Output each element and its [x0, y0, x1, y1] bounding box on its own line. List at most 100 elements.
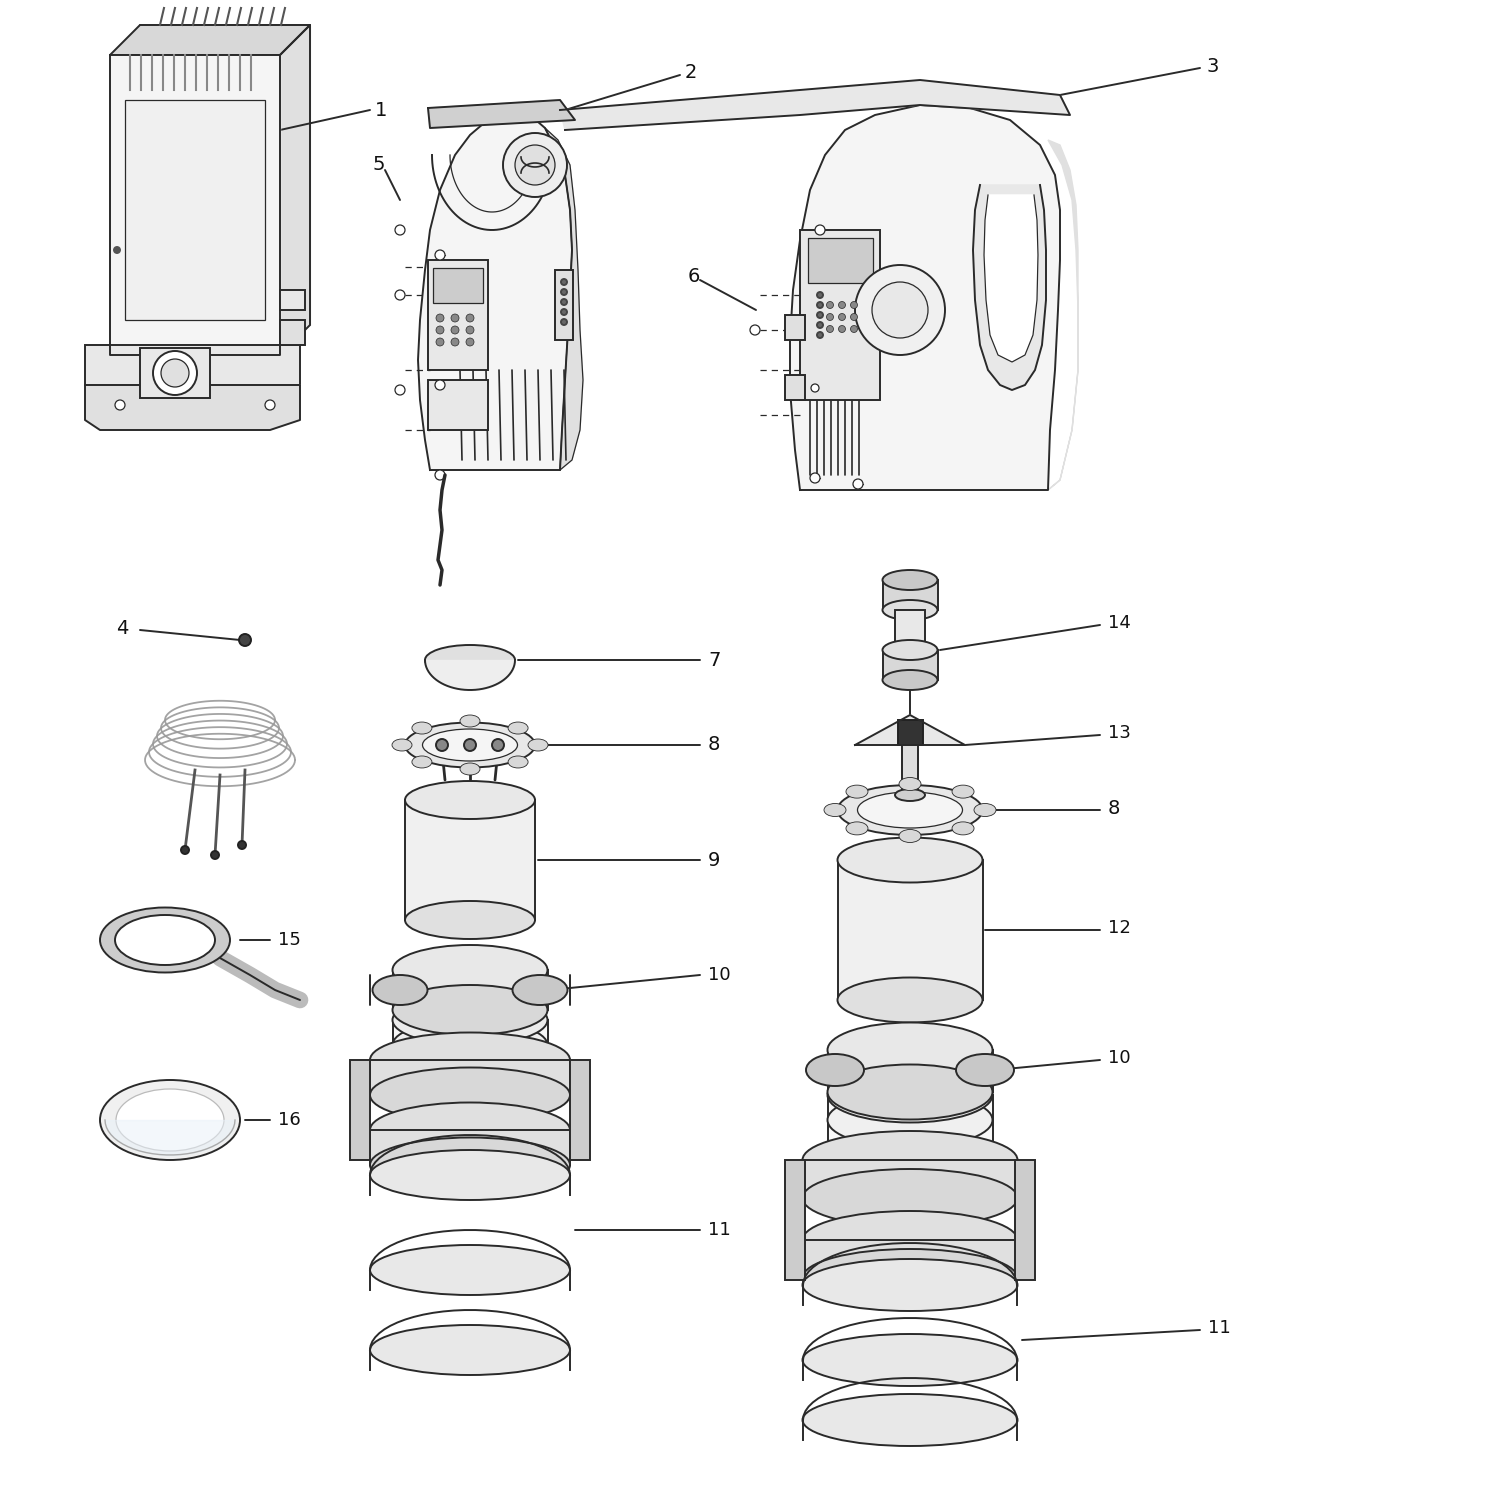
Bar — [784, 375, 806, 400]
Bar — [784, 1160, 806, 1280]
Circle shape — [238, 634, 250, 646]
Circle shape — [182, 846, 189, 853]
Ellipse shape — [952, 784, 974, 798]
Ellipse shape — [116, 915, 214, 964]
Ellipse shape — [858, 792, 963, 828]
Ellipse shape — [405, 782, 536, 819]
Bar — [1016, 1160, 1035, 1280]
Polygon shape — [855, 716, 964, 746]
Text: 11: 11 — [708, 1221, 730, 1239]
Text: 3: 3 — [1208, 57, 1219, 75]
Circle shape — [464, 740, 476, 752]
Circle shape — [514, 146, 555, 184]
Polygon shape — [427, 100, 574, 128]
Ellipse shape — [370, 1102, 570, 1158]
Circle shape — [435, 380, 445, 390]
Ellipse shape — [898, 777, 921, 790]
Bar — [427, 380, 488, 430]
Circle shape — [839, 326, 846, 333]
Circle shape — [492, 740, 504, 752]
Text: 5: 5 — [374, 156, 386, 174]
Polygon shape — [544, 128, 584, 469]
Ellipse shape — [116, 1089, 224, 1150]
Bar — [140, 348, 210, 398]
Ellipse shape — [974, 804, 996, 816]
Bar — [427, 260, 488, 370]
Ellipse shape — [509, 756, 528, 768]
Bar — [350, 1060, 370, 1160]
Circle shape — [827, 326, 834, 333]
Ellipse shape — [952, 822, 974, 836]
Circle shape — [855, 266, 945, 356]
Circle shape — [561, 320, 567, 326]
Text: 8: 8 — [708, 735, 720, 754]
Bar — [555, 270, 573, 340]
Ellipse shape — [393, 986, 548, 1035]
Ellipse shape — [882, 670, 938, 690]
Circle shape — [114, 248, 120, 254]
Bar — [784, 315, 806, 340]
Bar — [902, 746, 918, 795]
Ellipse shape — [828, 1068, 993, 1122]
Circle shape — [850, 302, 858, 309]
Text: 8: 8 — [1108, 798, 1120, 818]
Ellipse shape — [509, 722, 528, 734]
Ellipse shape — [100, 908, 230, 972]
Circle shape — [436, 326, 444, 334]
Polygon shape — [974, 184, 1046, 390]
Bar — [828, 1095, 993, 1150]
Ellipse shape — [882, 600, 938, 619]
Ellipse shape — [413, 722, 432, 734]
Circle shape — [435, 470, 445, 480]
Text: 12: 12 — [1108, 920, 1131, 938]
Circle shape — [850, 314, 858, 321]
Circle shape — [466, 314, 474, 322]
Bar — [124, 100, 266, 320]
Circle shape — [818, 302, 824, 307]
Bar — [86, 345, 300, 386]
Circle shape — [153, 351, 197, 394]
Bar — [393, 1020, 548, 1070]
Ellipse shape — [898, 830, 921, 843]
Ellipse shape — [846, 822, 868, 836]
Circle shape — [850, 326, 858, 333]
Bar — [802, 1240, 1018, 1278]
Circle shape — [394, 386, 405, 394]
Ellipse shape — [100, 1080, 240, 1160]
Ellipse shape — [460, 764, 480, 776]
Bar — [828, 1050, 993, 1092]
Circle shape — [561, 290, 567, 296]
Text: 2: 2 — [686, 63, 698, 82]
Circle shape — [818, 292, 824, 298]
Text: 9: 9 — [708, 850, 720, 870]
Circle shape — [452, 326, 459, 334]
Polygon shape — [984, 195, 1038, 362]
Bar — [839, 859, 983, 1000]
Circle shape — [436, 740, 448, 752]
Ellipse shape — [882, 640, 938, 660]
Polygon shape — [419, 112, 572, 470]
Circle shape — [839, 302, 846, 309]
Ellipse shape — [802, 1258, 1017, 1311]
Polygon shape — [790, 105, 1060, 490]
Text: 10: 10 — [708, 966, 730, 984]
Circle shape — [561, 279, 567, 285]
Bar — [393, 970, 548, 1010]
Ellipse shape — [802, 1210, 1017, 1269]
Polygon shape — [140, 26, 310, 326]
Bar — [280, 320, 304, 345]
Bar — [896, 610, 926, 650]
Ellipse shape — [828, 1065, 993, 1119]
Circle shape — [466, 326, 474, 334]
Ellipse shape — [528, 740, 548, 752]
Ellipse shape — [370, 1137, 570, 1192]
Ellipse shape — [413, 756, 432, 768]
Circle shape — [116, 400, 124, 410]
Circle shape — [810, 472, 820, 483]
Ellipse shape — [370, 1150, 570, 1200]
Polygon shape — [110, 26, 310, 56]
Ellipse shape — [370, 1068, 570, 1122]
Bar — [570, 1060, 590, 1160]
Ellipse shape — [846, 784, 868, 798]
Bar — [808, 238, 873, 284]
